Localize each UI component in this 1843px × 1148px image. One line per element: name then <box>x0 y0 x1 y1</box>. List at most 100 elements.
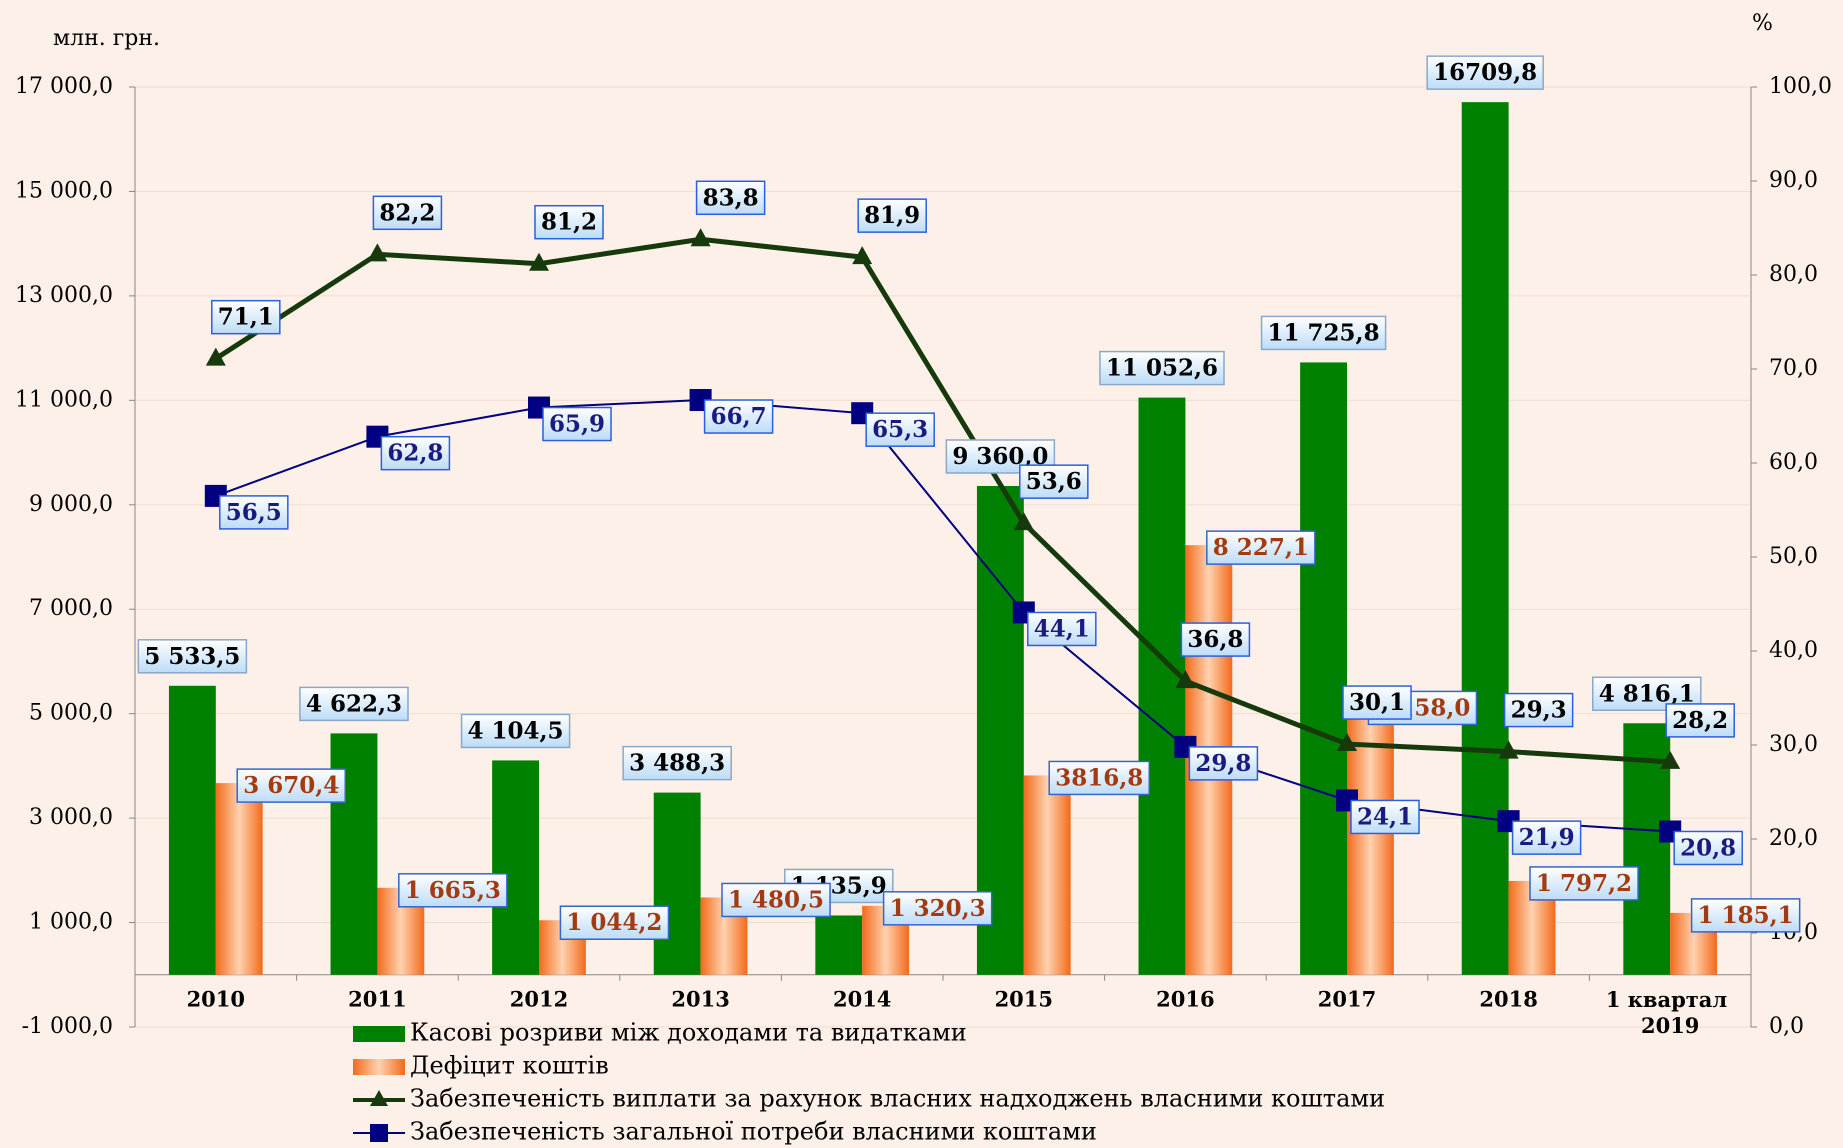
y2-tick-label: 50,0 <box>1769 544 1818 569</box>
marker <box>852 246 873 265</box>
bar <box>215 783 263 975</box>
data-label: 16709,8 <box>1433 59 1537 86</box>
data-label-box <box>398 873 508 908</box>
line <box>215 399 1671 833</box>
data-label: 24,1 <box>1357 803 1413 830</box>
data-label-box <box>219 495 289 530</box>
data-label: 56,5 <box>226 499 282 526</box>
data-label: 28,2 <box>1672 707 1728 734</box>
legend-label: Касові розриви між доходами та видатками <box>410 1019 967 1047</box>
data-label-box <box>882 891 993 926</box>
data-label: 21,9 <box>1519 824 1575 851</box>
data-label: 82,2 <box>379 199 435 226</box>
y-tick-label: 9 000,0 <box>29 492 113 517</box>
data-label: 36,8 <box>1187 626 1243 653</box>
y2-tick-label: 100,0 <box>1769 74 1832 99</box>
data-label-box <box>1350 799 1420 835</box>
legend-label: Забезпеченість виплати за рахунок власни… <box>410 1085 1385 1113</box>
data-label: 5 533,5 <box>144 643 240 670</box>
data-label-box <box>1027 611 1097 647</box>
data-label-box <box>1426 55 1544 90</box>
data-label: 1 797,2 <box>1536 870 1632 897</box>
data-label: 8 227,1 <box>1213 534 1309 561</box>
legend-swatch <box>353 1026 405 1042</box>
data-label-box <box>236 768 347 803</box>
data-label: 83,8 <box>703 184 759 211</box>
data-label-box <box>1260 315 1387 351</box>
data-label-box <box>857 198 927 233</box>
data-label-box <box>1690 898 1801 933</box>
x-tick-label: 2016 <box>1156 986 1214 1011</box>
x-tick-label: 2010 <box>187 986 245 1011</box>
y2-tick-label: 60,0 <box>1769 450 1818 475</box>
y-axis-label: млн. грн. <box>53 26 160 51</box>
marker <box>367 243 388 262</box>
y2-tick-label: 80,0 <box>1769 262 1818 287</box>
data-label: 11 725,8 <box>1268 319 1380 346</box>
data-label: 1 665,3 <box>405 877 501 904</box>
marker <box>529 252 549 271</box>
y2-tick-label: 90,0 <box>1769 168 1818 193</box>
y-tick-label: 5 000,0 <box>29 701 113 726</box>
data-label: 81,9 <box>864 202 920 229</box>
data-label: 1 185,1 <box>1698 902 1794 929</box>
bar <box>168 685 216 975</box>
data-label: 53,6 <box>1026 468 1082 495</box>
data-label-box <box>460 713 571 749</box>
marker <box>1013 512 1034 531</box>
y2-tick-label: 40,0 <box>1769 638 1818 663</box>
x-tick-label: 2013 <box>671 986 729 1011</box>
data-label: 81,2 <box>541 209 597 236</box>
data-label-box <box>1673 830 1743 866</box>
x-tick-label: 1 квартал 2019 <box>1606 986 1735 1037</box>
y-tick-label: 11 000,0 <box>15 387 113 412</box>
bar <box>815 915 863 975</box>
x-tick-label: 2017 <box>1318 986 1376 1011</box>
data-label-box <box>299 686 409 722</box>
bar <box>1300 362 1347 975</box>
data-label-box <box>1503 692 1574 728</box>
legend-label: Забезпеченість загальної потреби власним… <box>410 1118 1097 1146</box>
y2-axis-label: % <box>1752 11 1773 36</box>
y-tick-label: 1 000,0 <box>29 910 113 935</box>
y-tick-label: 17 000,0 <box>15 74 113 99</box>
data-label-box <box>1529 866 1639 901</box>
legend-label: Дефіцит коштів <box>410 1052 609 1080</box>
data-label-box <box>1665 703 1735 738</box>
data-label-box <box>1511 820 1582 855</box>
data-label-box <box>1180 622 1251 657</box>
data-label-box <box>534 204 604 240</box>
x-tick-label: 2012 <box>510 986 568 1011</box>
data-label-box <box>559 905 670 940</box>
data-label-box <box>1206 530 1316 565</box>
y2-tick-label: 0,0 <box>1769 1014 1804 1039</box>
data-label: 4 104,5 <box>468 717 564 744</box>
legend-swatch <box>353 1059 405 1075</box>
x-tick-label: 2015 <box>995 986 1053 1011</box>
legend-marker <box>370 1124 388 1142</box>
x-tick-label: 2014 <box>833 986 891 1011</box>
bar <box>653 792 701 975</box>
data-label: 3 488,3 <box>629 750 725 777</box>
data-label: 20,8 <box>1680 834 1736 861</box>
data-label: 4 816,1 <box>1599 680 1695 707</box>
marker <box>1337 733 1357 752</box>
y2-tick-label: 30,0 <box>1769 732 1818 757</box>
data-label-box <box>1342 685 1412 720</box>
data-label: 71,1 <box>218 304 274 331</box>
legend-marker <box>370 1090 388 1106</box>
bar <box>1461 102 1509 975</box>
marker <box>690 228 711 247</box>
line <box>214 236 1671 765</box>
data-label-box <box>380 435 451 471</box>
y-tick-label: -1 000,0 <box>22 1014 113 1039</box>
marker <box>1660 750 1681 769</box>
data-label-box <box>1188 746 1259 781</box>
data-label-box <box>622 745 732 781</box>
bar <box>1023 775 1071 975</box>
data-label: 29,3 <box>1511 697 1567 724</box>
data-label: 65,3 <box>872 416 928 443</box>
data-label: 29,8 <box>1195 750 1251 777</box>
